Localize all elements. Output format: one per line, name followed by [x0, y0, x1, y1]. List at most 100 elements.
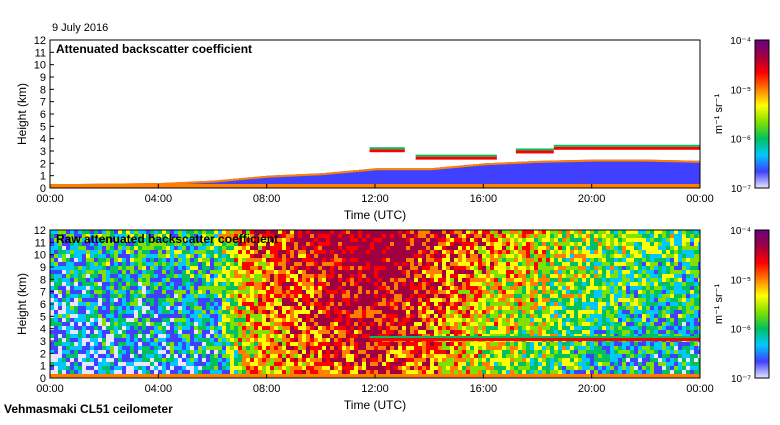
- boundary-layer-top: [554, 160, 557, 162]
- noise-cell: [142, 294, 146, 298]
- noise-cell: [50, 334, 54, 338]
- noise-cell: [462, 354, 466, 358]
- boundary-layer-top: [620, 160, 623, 162]
- noise-cell: [218, 370, 222, 374]
- noise-cell: [426, 358, 430, 362]
- noise-cell: [402, 302, 406, 306]
- noise-cell: [94, 290, 98, 294]
- noise-cell: [234, 330, 238, 334]
- noise-cell: [434, 266, 438, 270]
- noise-cell: [358, 250, 362, 254]
- noise-cell: [402, 314, 406, 318]
- noise-cell: [402, 358, 406, 362]
- noise-cell: [374, 266, 378, 270]
- noise-cell: [70, 346, 74, 350]
- noise-cell: [238, 306, 242, 310]
- noise-cell: [334, 238, 338, 242]
- noise-cell: [154, 290, 158, 294]
- noise-cell: [350, 338, 354, 342]
- noise-cell: [202, 326, 206, 330]
- noise-cell: [102, 318, 106, 322]
- boundary-layer-segment: [641, 160, 644, 188]
- noise-cell: [430, 322, 434, 326]
- noise-cell: [350, 310, 354, 314]
- noise-cell: [166, 350, 170, 354]
- y-tick-label: 9: [40, 72, 46, 84]
- noise-cell: [270, 322, 274, 326]
- boundary-layer-top: [662, 160, 665, 162]
- noise-cell: [138, 362, 142, 366]
- noise-cell: [118, 302, 122, 306]
- noise-cell: [290, 358, 294, 362]
- noise-cell: [162, 322, 166, 326]
- noise-cell: [246, 274, 250, 278]
- noise-cell: [266, 362, 270, 366]
- noise-cell: [506, 238, 510, 242]
- noise-cell: [158, 298, 162, 302]
- noise-cell: [254, 310, 258, 314]
- noise-cell: [466, 282, 470, 286]
- noise-cell: [370, 270, 374, 274]
- noise-cell: [190, 362, 194, 366]
- noise-cell: [326, 294, 330, 298]
- noise-cell: [270, 330, 274, 334]
- noise-cell: [358, 282, 362, 286]
- noise-cell: [422, 326, 426, 330]
- noise-cell: [318, 282, 322, 286]
- boundary-layer-top: [308, 174, 311, 176]
- noise-cell: [238, 338, 242, 342]
- noise-cell: [430, 262, 434, 266]
- noise-cell: [58, 274, 62, 278]
- noise-cell: [306, 254, 310, 258]
- noise-cell: [142, 334, 146, 338]
- noise-cell: [346, 234, 350, 238]
- noise-cell: [338, 282, 342, 286]
- noise-cell: [414, 282, 418, 286]
- boundary-layer-top: [536, 161, 539, 163]
- noise-cell: [438, 310, 442, 314]
- noise-cell: [398, 242, 402, 246]
- noise-cell: [310, 282, 314, 286]
- noise-cell: [386, 254, 390, 258]
- noise-cell: [254, 326, 258, 330]
- noise-cell: [214, 274, 218, 278]
- noise-cell: [242, 366, 246, 370]
- noise-cell: [310, 354, 314, 358]
- boundary-layer-segment: [659, 160, 662, 188]
- noise-cell: [290, 350, 294, 354]
- noise-cell: [450, 366, 454, 370]
- boundary-layer-top: [674, 160, 677, 162]
- noise-cell: [326, 234, 330, 238]
- noise-cell: [210, 326, 214, 330]
- boundary-layer-top: [413, 168, 416, 170]
- noise-cell: [394, 330, 398, 334]
- noise-cell: [354, 322, 358, 326]
- noise-cell: [466, 350, 470, 354]
- noise-cell: [498, 274, 502, 278]
- noise-cell: [322, 258, 326, 262]
- noise-cell: [210, 338, 214, 342]
- noise-cell: [242, 302, 246, 306]
- boundary-layer-top: [209, 181, 212, 183]
- noise-cell: [374, 290, 378, 294]
- noise-cell: [114, 338, 118, 342]
- noise-cell: [514, 306, 518, 310]
- noise-cell: [402, 346, 406, 350]
- x-tick-label: 04:00: [145, 193, 173, 205]
- noise-cell: [514, 278, 518, 282]
- noise-cell: [386, 278, 390, 282]
- noise-cell: [158, 294, 162, 298]
- noise-cell: [338, 274, 342, 278]
- noise-cell: [350, 358, 354, 362]
- noise-cell: [250, 294, 254, 298]
- noise-cell: [362, 282, 366, 286]
- noise-cell: [294, 286, 298, 290]
- noise-cell: [350, 362, 354, 366]
- noise-cell: [162, 270, 166, 274]
- noise-cell: [370, 326, 374, 330]
- noise-cell: [374, 274, 378, 278]
- noise-cell: [310, 314, 314, 318]
- boundary-layer-top: [683, 160, 686, 162]
- noise-cell: [306, 338, 310, 342]
- noise-cell: [130, 274, 134, 278]
